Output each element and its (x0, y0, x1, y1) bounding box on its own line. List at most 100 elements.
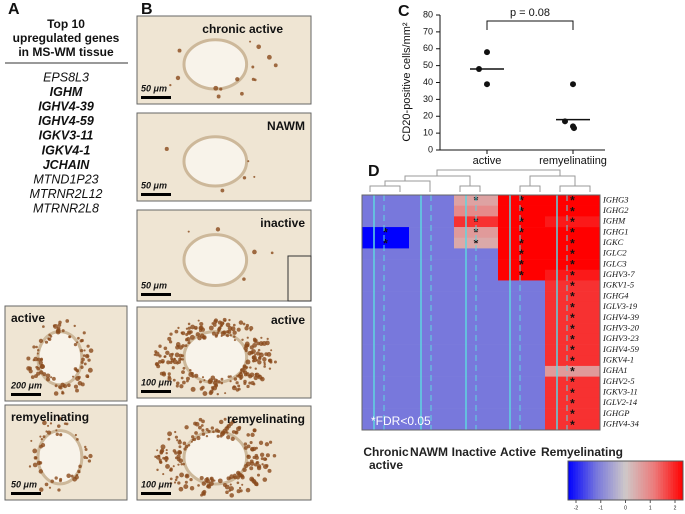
heat-cell (409, 365, 454, 377)
stain (203, 379, 206, 382)
gene-name: IGKV4-1 (42, 143, 91, 157)
y-tick-label: 60 (423, 43, 433, 53)
column-label: Remyelinating (540, 445, 624, 459)
stain (252, 357, 258, 363)
stain (170, 357, 174, 361)
significance-mark: * (570, 247, 575, 261)
row-label: IGHG2 (602, 205, 629, 215)
significance-mark: * (474, 215, 479, 229)
stain (241, 338, 244, 342)
heat-cell (545, 365, 600, 377)
significance-mark: * (570, 204, 575, 218)
colorbar-step (645, 461, 649, 500)
stain (65, 319, 70, 323)
footnote: *FDR<0.05 (371, 414, 431, 428)
significance-mark: * (570, 311, 575, 325)
heat-cell (545, 323, 600, 335)
colorbar-step (640, 461, 644, 500)
colorbar-step (595, 461, 599, 500)
colorbar-step (590, 461, 594, 500)
colorbar-step (633, 461, 636, 500)
stain (193, 421, 197, 426)
stain (82, 354, 86, 357)
heat-cell (498, 227, 545, 239)
stain (246, 384, 250, 389)
stain (256, 473, 261, 477)
significance-mark: * (570, 215, 575, 229)
stain (242, 176, 247, 180)
stain (165, 449, 168, 452)
stain (168, 340, 173, 344)
heat-cell (454, 387, 498, 399)
stain (176, 439, 179, 442)
stain (220, 323, 223, 327)
stain (222, 321, 225, 325)
colorbar-step (668, 461, 671, 500)
stain (241, 483, 244, 486)
stain (235, 77, 240, 82)
stain (190, 440, 193, 443)
stain (165, 451, 168, 455)
heat-cell (409, 248, 454, 260)
vessel (36, 429, 84, 486)
stain (264, 442, 270, 447)
gene-name: JCHAIN (43, 158, 91, 172)
colorbar-step (620, 461, 624, 500)
stain (40, 437, 43, 441)
stain (72, 375, 75, 378)
stain (83, 349, 86, 352)
stain (42, 372, 47, 377)
heat-cell (498, 312, 545, 324)
colorbar-step (603, 461, 606, 500)
stain (226, 431, 229, 434)
significance-mark: * (570, 386, 575, 400)
stain (266, 352, 272, 357)
significance-mark: * (570, 300, 575, 314)
stain (202, 492, 206, 496)
stain (155, 362, 159, 366)
stain (225, 490, 229, 495)
stain (184, 473, 190, 479)
stain (212, 430, 215, 434)
stain (185, 376, 190, 381)
stain (167, 431, 173, 437)
stain (245, 461, 251, 467)
heat-cell (498, 344, 545, 356)
significance-mark: * (570, 354, 575, 368)
significance-mark: * (474, 226, 479, 240)
stain (177, 481, 181, 485)
stain (75, 473, 79, 477)
heat-cell (454, 248, 498, 260)
stain (243, 382, 247, 386)
stain (213, 318, 219, 323)
colorbar-step (600, 461, 604, 500)
stain (169, 83, 172, 87)
stain (161, 372, 167, 377)
stain (197, 319, 200, 322)
heat-cell (454, 237, 498, 249)
stain (38, 360, 43, 365)
stain (42, 420, 47, 426)
colorbar-step (655, 461, 659, 500)
stain (208, 481, 214, 487)
stain (202, 391, 208, 396)
stain (261, 463, 264, 466)
heat-cell (545, 237, 600, 249)
heat-cell (409, 419, 454, 431)
stain (167, 437, 171, 441)
stain (212, 323, 217, 327)
stain (188, 369, 192, 372)
stain (83, 362, 87, 366)
stain (45, 377, 51, 382)
stain (256, 465, 262, 471)
stain (166, 360, 171, 365)
heat-cell (498, 365, 545, 377)
stain (249, 466, 254, 471)
stain (213, 85, 219, 91)
point (484, 81, 490, 88)
image-label: active (271, 313, 305, 327)
heat-cell (362, 248, 409, 260)
stain (181, 370, 185, 375)
stain (162, 456, 165, 460)
colorbar-tick-label: 0 (624, 505, 627, 511)
